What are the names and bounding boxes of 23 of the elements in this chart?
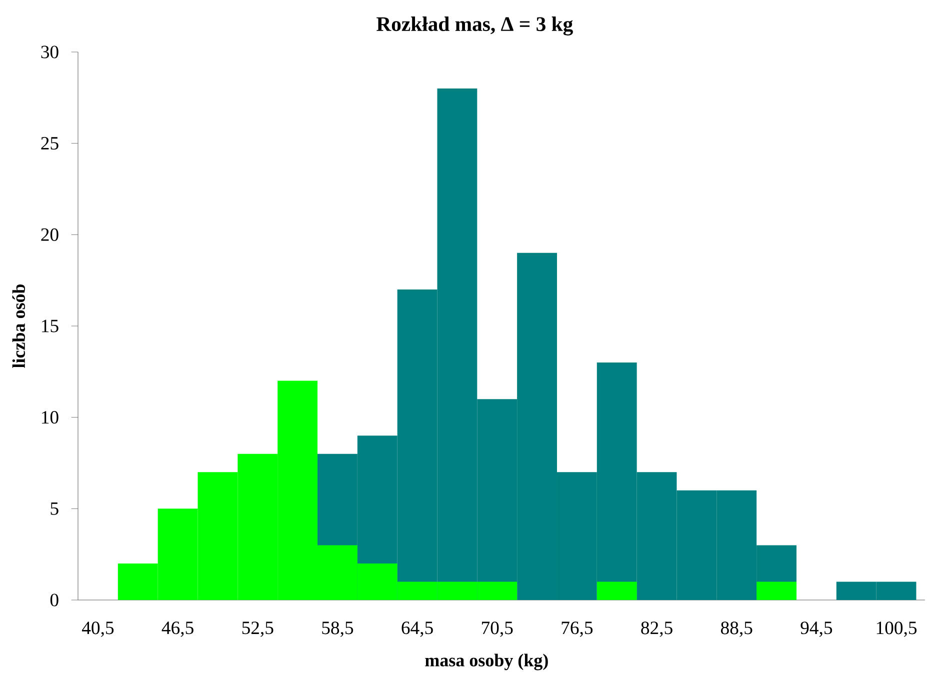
x-tick-label: 76,5 [562, 622, 593, 637]
y-tick-label: 10 [42, 411, 58, 424]
x-tick-label: 40,5 [82, 622, 114, 637]
x-tick-label: 58,5 [322, 622, 354, 637]
y-tick-label: 30 [41, 46, 58, 58]
x-tick-label: 64,5 [402, 622, 433, 637]
y-tick-label: 25 [41, 137, 58, 150]
x-tick-label: 88,5 [720, 622, 752, 637]
bar [756, 582, 796, 600]
y-tick-label: 20 [41, 228, 58, 241]
x-axis-title: masa osoby (kg) [425, 654, 548, 670]
y-tick-label: 0 [50, 594, 58, 606]
y-axis-title: liczba osób [12, 284, 26, 368]
chart-title: Rozkład mas, Δ = 3 kg [376, 16, 573, 36]
x-tick-label: 100,5 [876, 622, 917, 637]
x-tick-label: 46,5 [162, 622, 194, 637]
x-tick-label: 94,5 [800, 622, 832, 637]
x-tick-label: 70,5 [482, 622, 513, 637]
y-tick-label: 5 [50, 502, 58, 515]
y-tick-label: 15 [42, 320, 58, 332]
bar [596, 582, 637, 600]
x-tick-label: 52,5 [242, 622, 274, 637]
x-tick-label: 82,5 [641, 622, 672, 637]
